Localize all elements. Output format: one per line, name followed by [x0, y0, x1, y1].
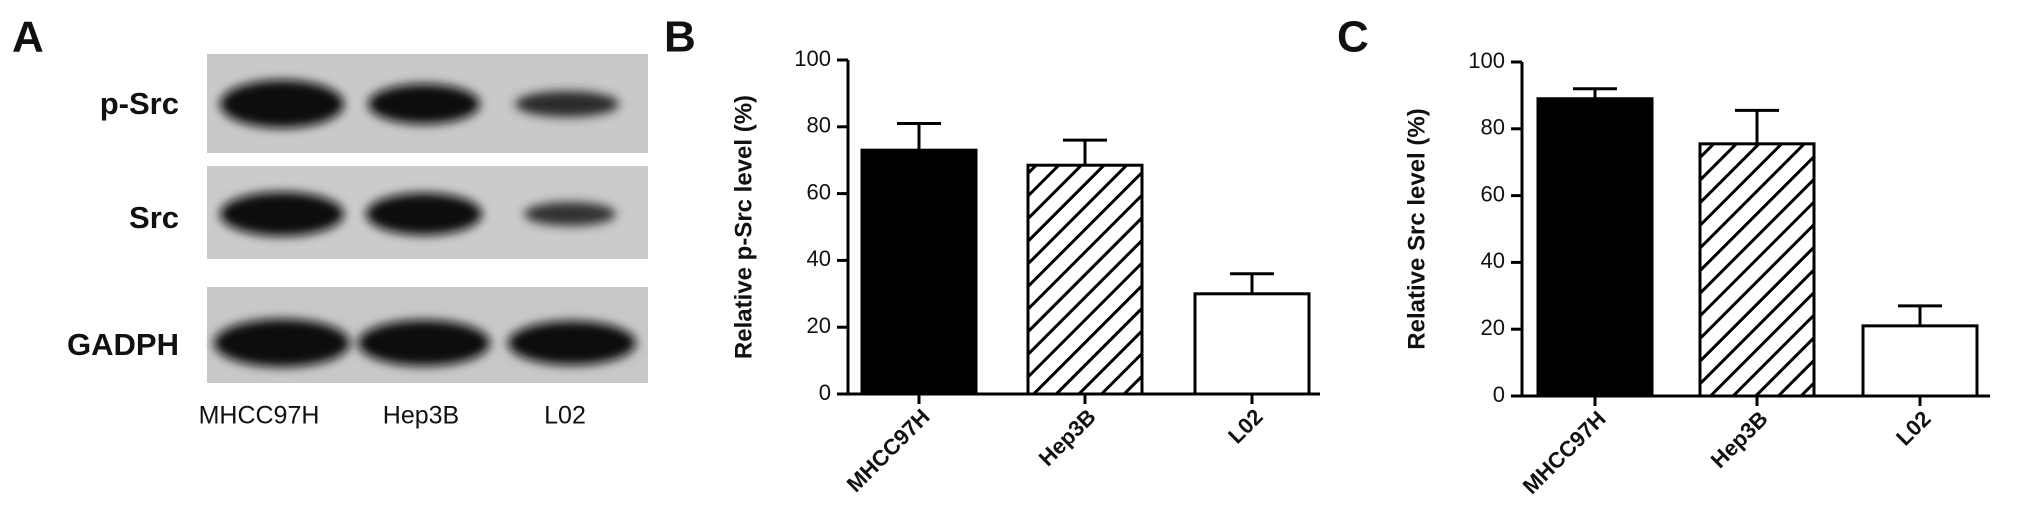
blot-band	[358, 320, 490, 366]
panel-label: B	[664, 13, 696, 62]
y-tick-label: 100	[1468, 48, 1505, 73]
y-tick-label: 20	[807, 313, 831, 338]
blot-row-label: GADPH	[67, 327, 179, 362]
y-tick-label: 100	[794, 46, 831, 71]
blot-band	[220, 80, 344, 128]
y-tick-label: 80	[1481, 115, 1505, 140]
panel-label: A	[12, 13, 44, 62]
x-tick-label: MHCC97H	[1518, 406, 1611, 499]
y-tick-label: 40	[1481, 248, 1505, 273]
y-axis-label: Relative Src level (%)	[1403, 108, 1430, 349]
y-axis-label: Relative p-Src level (%)	[730, 95, 757, 359]
bar	[1193, 292, 1311, 396]
blot-row-label: Src	[129, 200, 179, 235]
x-tick-label: Hep3B	[1034, 404, 1101, 471]
blot-band	[368, 84, 480, 124]
blot-band	[220, 192, 344, 236]
y-tick-label: 60	[807, 179, 831, 204]
bar	[1861, 324, 1979, 398]
bar	[1698, 142, 1816, 398]
x-tick-label: L02	[1891, 406, 1935, 450]
y-tick-label: 60	[1481, 181, 1505, 206]
blot-band	[214, 319, 350, 367]
y-tick-label: 80	[807, 113, 831, 138]
y-tick-label: 40	[807, 246, 831, 271]
blot-lane-label: Hep3B	[383, 402, 459, 430]
blot-band	[508, 321, 636, 365]
y-tick-label: 0	[1493, 382, 1505, 407]
panel-label: C	[1337, 13, 1369, 62]
bar	[1026, 163, 1144, 396]
blot-strips	[207, 54, 648, 383]
blot-band	[366, 193, 482, 235]
x-tick-label: L02	[1223, 404, 1267, 448]
blot-lane-label: L02	[544, 402, 586, 430]
bar	[860, 148, 978, 396]
blot-lane-label: MHCC97H	[199, 402, 320, 430]
blot-band	[524, 202, 616, 226]
blot-row-label: p-Src	[100, 86, 179, 121]
bar	[1536, 97, 1654, 398]
y-tick-label: 0	[819, 380, 831, 405]
x-tick-label: MHCC97H	[842, 404, 935, 497]
y-tick-label: 20	[1481, 315, 1505, 340]
x-tick-label: Hep3B	[1706, 406, 1773, 473]
blot-band	[515, 91, 619, 117]
